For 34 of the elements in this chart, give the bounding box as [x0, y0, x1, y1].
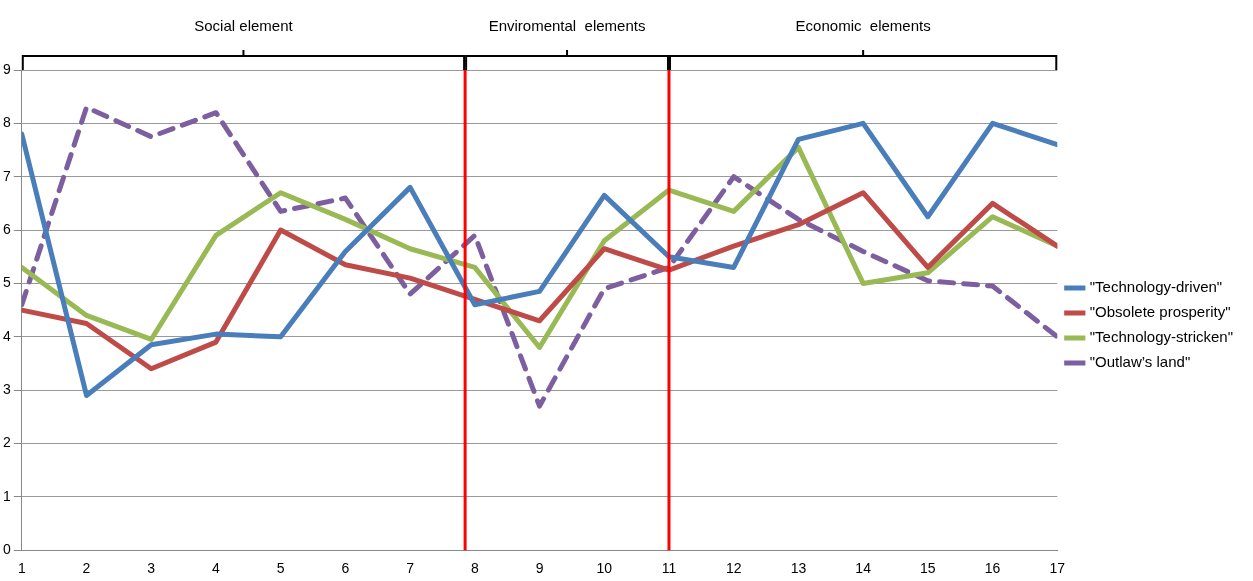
text: Economic elements: [795, 16, 931, 34]
x-tick-label: 17: [1049, 560, 1066, 577]
x-tick-label: 9: [535, 560, 544, 577]
y-tick-label: 7: [2, 167, 11, 184]
y-tick-label: 5: [2, 274, 11, 291]
x-tick-label: 3: [147, 560, 156, 577]
text: Social element: [194, 16, 294, 34]
x-tick-label: 14: [855, 560, 872, 577]
x-tick-label: 13: [790, 560, 807, 577]
x-tick-label: 7: [406, 560, 415, 577]
x-tick-label: 16: [984, 560, 1001, 577]
x-tick-label: 4: [212, 560, 221, 577]
y-tick-label: 1: [2, 487, 11, 504]
legend-label: "Obsolete prosperity": [1089, 303, 1231, 321]
y-tick-label: 6: [2, 220, 11, 237]
x-tick-label: 8: [470, 560, 479, 577]
x-tick-label: 6: [341, 560, 350, 577]
x-tick-label: 11: [661, 560, 677, 577]
y-tick-label: 8: [2, 114, 11, 131]
x-tick-label: 2: [82, 560, 91, 577]
legend-label: "Technology-driven": [1089, 278, 1223, 296]
x-tick-label: 12: [725, 560, 742, 577]
y-tick-label: 3: [2, 380, 11, 397]
x-tick-label: 1: [17, 560, 26, 577]
x-tick-label: 5: [276, 560, 285, 577]
text: Enviromental elements: [488, 16, 646, 34]
y-tick-label: 2: [2, 434, 11, 451]
x-tick-label: 15: [920, 560, 936, 577]
legend-label: "Outlaw’s land": [1089, 353, 1191, 371]
x-tick-label: 10: [596, 560, 613, 577]
y-tick-label: 4: [2, 327, 11, 344]
legend-label: "Technology-stricken": [1089, 328, 1234, 346]
y-tick-label: 0: [2, 541, 11, 558]
y-tick-label: 9: [2, 60, 11, 77]
